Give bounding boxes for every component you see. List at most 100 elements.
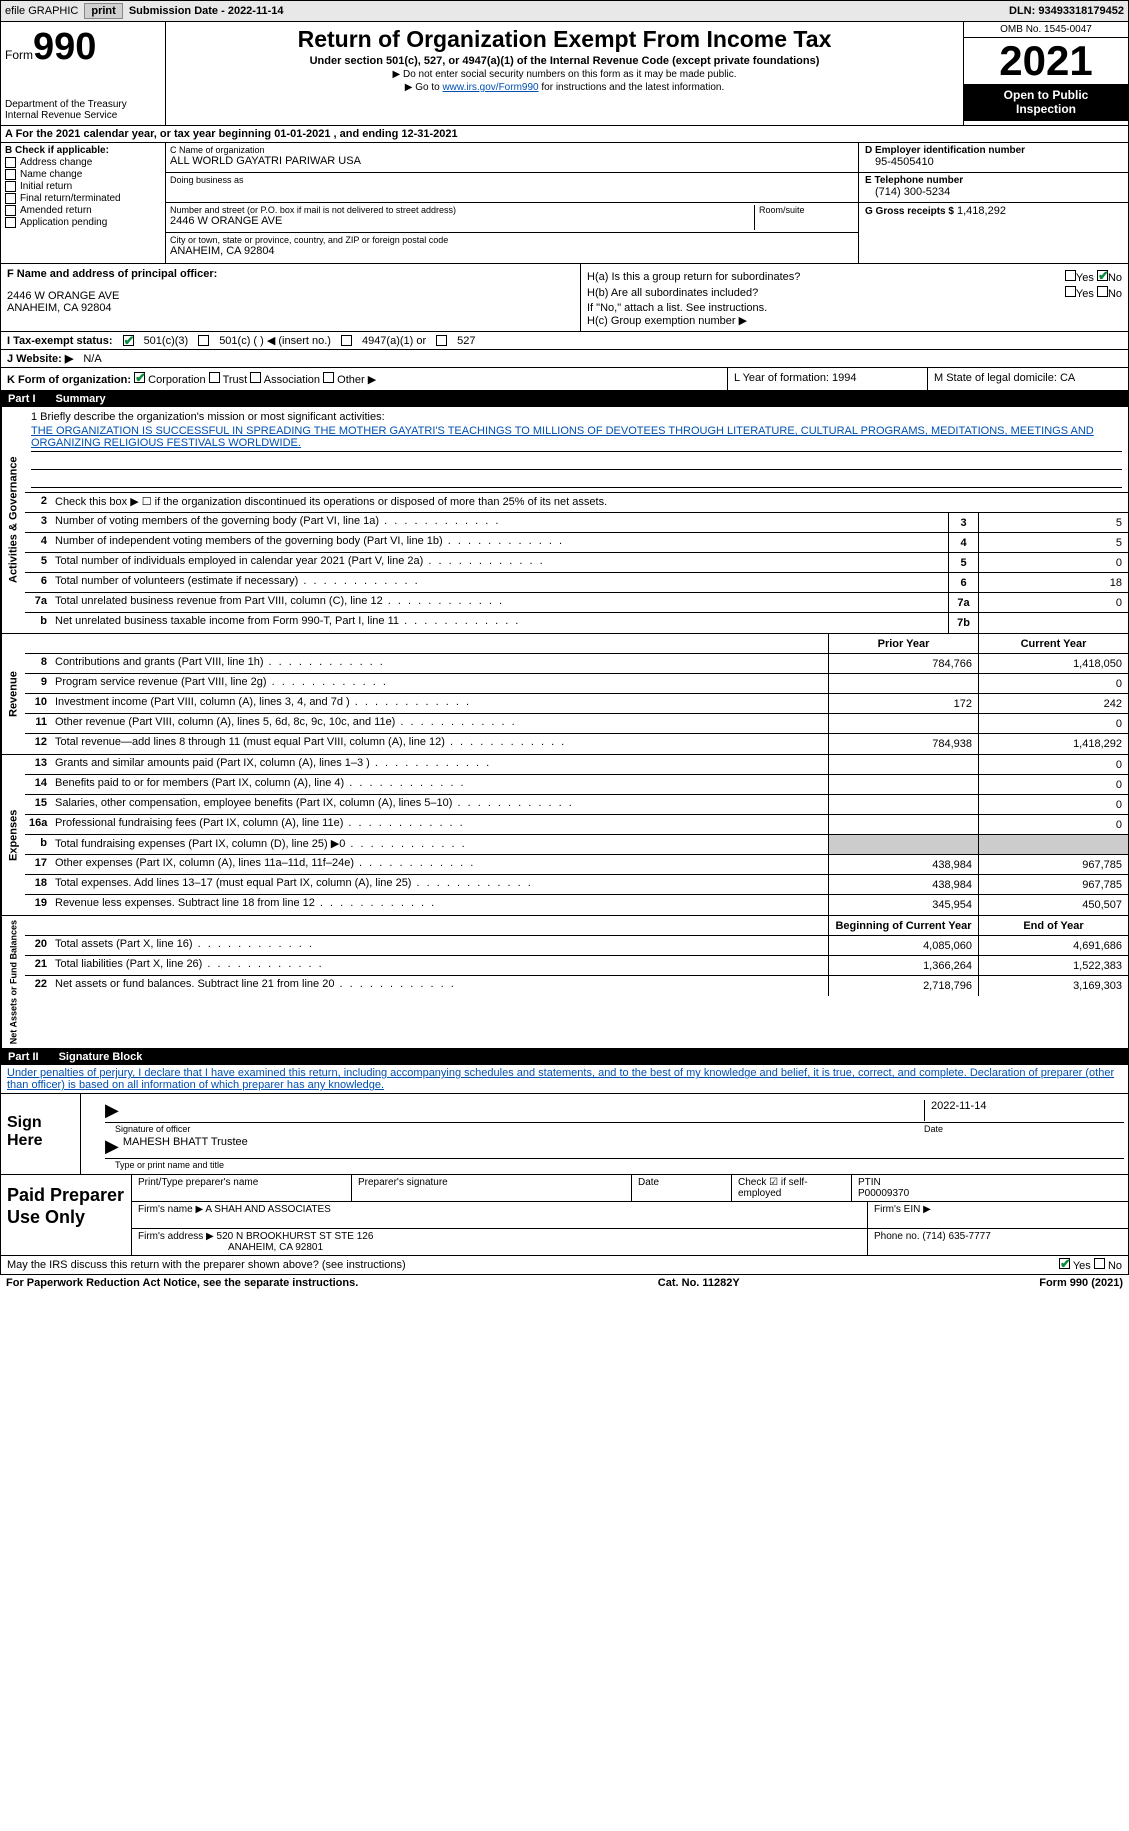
cb-ha-yes[interactable] xyxy=(1065,270,1076,281)
prior-val xyxy=(828,755,978,774)
note2-b: for instructions and the latest informat… xyxy=(539,82,725,93)
omb-number: OMB No. 1545-0047 xyxy=(964,22,1128,38)
dept-treasury: Department of the Treasury xyxy=(5,99,161,110)
row-i: I Tax-exempt status: 501(c)(3) 501(c) ( … xyxy=(0,332,1129,350)
block-c: C Name of organization ALL WORLD GAYATRI… xyxy=(166,143,858,263)
summary-line-7a: 7a Total unrelated business revenue from… xyxy=(25,593,1128,613)
line-num: 11 xyxy=(25,714,51,733)
line-num: 21 xyxy=(25,956,51,975)
print-button[interactable]: print xyxy=(84,3,122,19)
cb-trust[interactable] xyxy=(209,372,220,383)
prep-sig-label: Preparer's signature xyxy=(352,1175,632,1201)
prior-val xyxy=(828,775,978,794)
cb-address-change[interactable] xyxy=(5,157,16,168)
header-left: Form990 Department of the Treasury Inter… xyxy=(1,22,166,125)
cb-discuss-yes[interactable] xyxy=(1059,1258,1070,1269)
mission-text: THE ORGANIZATION IS SUCCESSFUL IN SPREAD… xyxy=(31,423,1122,452)
beg-year-header: Beginning of Current Year xyxy=(828,916,978,935)
line-num: 6 xyxy=(25,573,51,592)
line-num: b xyxy=(25,613,51,633)
na-blank-desc xyxy=(51,916,828,935)
blank-line-1 xyxy=(31,452,1122,470)
cb-501c[interactable] xyxy=(198,335,209,346)
cb-hb-yes[interactable] xyxy=(1065,286,1076,297)
footer-bottom: For Paperwork Reduction Act Notice, see … xyxy=(0,1275,1129,1291)
line-desc: Other revenue (Part VIII, column (A), li… xyxy=(51,714,828,733)
opt-initial: Initial return xyxy=(20,181,72,192)
current-year-header: Current Year xyxy=(978,634,1128,653)
line-val: 18 xyxy=(978,573,1128,592)
block-d: D Employer identification number 95-4505… xyxy=(858,143,1128,263)
opt-4947: 4947(a)(1) or xyxy=(362,335,426,347)
current-val: 967,785 xyxy=(978,855,1128,874)
line-num: b xyxy=(25,835,51,854)
line-num: 3 xyxy=(25,513,51,532)
cb-assoc[interactable] xyxy=(250,372,261,383)
cb-501c3[interactable] xyxy=(123,335,134,346)
line-desc: Salaries, other compensation, employee b… xyxy=(51,795,828,814)
cb-ha-no[interactable] xyxy=(1097,270,1108,281)
current-val xyxy=(978,835,1128,854)
cb-initial-return[interactable] xyxy=(5,181,16,192)
irs-label: Internal Revenue Service xyxy=(5,110,161,121)
cb-other[interactable] xyxy=(323,372,334,383)
hb-no: No xyxy=(1108,288,1122,300)
cb-name-change[interactable] xyxy=(5,169,16,180)
part1-title: Summary xyxy=(56,393,106,405)
line-19: 19 Revenue less expenses. Subtract line … xyxy=(25,895,1128,915)
cb-discuss-no[interactable] xyxy=(1094,1258,1105,1269)
summary-line-2: 2 Check this box ▶ ☐ if the organization… xyxy=(25,493,1128,513)
cb-app-pending[interactable] xyxy=(5,217,16,228)
na-blank-num xyxy=(25,916,51,935)
form-title: Return of Organization Exempt From Incom… xyxy=(172,26,957,53)
gross-label: G Gross receipts $ xyxy=(865,206,954,217)
cb-4947[interactable] xyxy=(341,335,352,346)
line-desc: Number of independent voting members of … xyxy=(51,533,948,552)
line-val: 5 xyxy=(978,513,1128,532)
cb-corp[interactable] xyxy=(134,372,145,383)
vtab-activities: Activities & Governance xyxy=(1,407,25,633)
current-val: 0 xyxy=(978,714,1128,733)
part2-title: Signature Block xyxy=(59,1051,143,1063)
section-fh: F Name and address of principal officer:… xyxy=(0,264,1129,332)
line-val xyxy=(978,613,1128,633)
sig-label: Signature of officer xyxy=(115,1124,924,1134)
line-box: 3 xyxy=(948,513,978,532)
officer-signature[interactable] xyxy=(123,1100,924,1121)
part1-label: Part I xyxy=(8,393,36,405)
discuss-no: No xyxy=(1108,1260,1122,1272)
irs-link[interactable]: www.irs.gov/Form990 xyxy=(442,82,538,93)
prior-val: 1,366,264 xyxy=(828,956,978,975)
block-h: H(a) Is this a group return for subordin… xyxy=(581,264,1128,331)
cb-final-return[interactable] xyxy=(5,193,16,204)
summary-line-4: 4 Number of independent voting members o… xyxy=(25,533,1128,553)
current-val: 0 xyxy=(978,775,1128,794)
line-13: 13 Grants and similar amounts paid (Part… xyxy=(25,755,1128,775)
gross-value: 1,418,292 xyxy=(957,205,1006,217)
note2-a: ▶ Go to xyxy=(405,82,443,93)
inspect-line2: Inspection xyxy=(966,102,1126,116)
ein-label: D Employer identification number xyxy=(865,145,1122,156)
line-box: 6 xyxy=(948,573,978,592)
line-17: 17 Other expenses (Part IX, column (A), … xyxy=(25,855,1128,875)
line-desc: Investment income (Part VIII, column (A)… xyxy=(51,694,828,713)
line-num: 9 xyxy=(25,674,51,693)
line-desc: Total liabilities (Part X, line 26) xyxy=(51,956,828,975)
ha-no: No xyxy=(1108,272,1122,284)
form-number: 990 xyxy=(33,26,96,68)
cb-hb-no[interactable] xyxy=(1097,286,1108,297)
line-num: 5 xyxy=(25,553,51,572)
submission-date: Submission Date - 2022-11-14 xyxy=(129,5,284,17)
opt-501c3: 501(c)(3) xyxy=(144,335,189,347)
blank-line-2 xyxy=(31,470,1122,488)
cb-amended[interactable] xyxy=(5,205,16,216)
dln: DLN: 93493318179452 xyxy=(1009,5,1124,17)
firm-name: A SHAH AND ASSOCIATES xyxy=(205,1204,330,1215)
cb-527[interactable] xyxy=(436,335,447,346)
m-state: M State of legal domicile: CA xyxy=(928,368,1128,390)
top-bar: efile GRAPHIC print Submission Date - 20… xyxy=(0,0,1129,22)
prep-name-label: Print/Type preparer's name xyxy=(132,1175,352,1201)
k-label: K Form of organization: xyxy=(7,374,131,386)
firm-addr1: 520 N BROOKHURST ST STE 126 xyxy=(217,1231,374,1242)
line-desc: Total unrelated business revenue from Pa… xyxy=(51,593,948,612)
